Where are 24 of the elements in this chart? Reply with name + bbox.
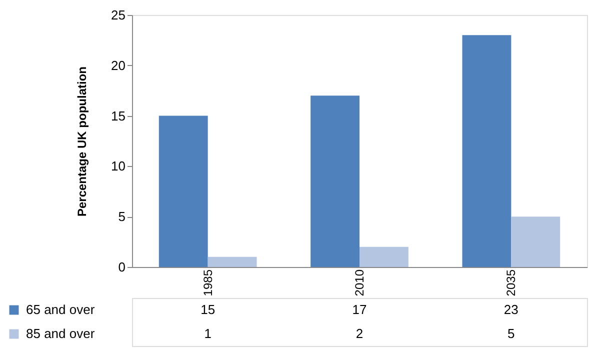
data-label: 5 (508, 326, 515, 341)
x-tick-label: 2010 (352, 269, 366, 296)
data-label: 17 (352, 302, 367, 317)
y-tick-label: 25 (111, 8, 126, 22)
y-axis-title: Percentage UK population (75, 66, 90, 217)
data-label: 2 (356, 326, 364, 341)
bar (310, 96, 360, 267)
legend-label: 65 and over (26, 302, 96, 317)
data-label: 1 (204, 326, 212, 341)
data-label: 23 (504, 302, 518, 317)
y-tick-label: 20 (111, 58, 126, 73)
y-tick-label: 5 (118, 209, 126, 224)
legend-label: 85 and over (26, 326, 96, 341)
bar (158, 116, 208, 267)
data-label: 15 (200, 302, 216, 317)
bar (208, 256, 257, 267)
y-tick-label: 15 (111, 108, 126, 124)
x-tick-label: 1985 (200, 269, 215, 296)
y-tick-label: 10 (111, 158, 126, 174)
bar (462, 35, 512, 267)
x-tick-label: 2035 (504, 269, 518, 296)
bar (511, 216, 560, 267)
y-tick-label: 0 (118, 260, 126, 274)
bar (360, 246, 408, 267)
